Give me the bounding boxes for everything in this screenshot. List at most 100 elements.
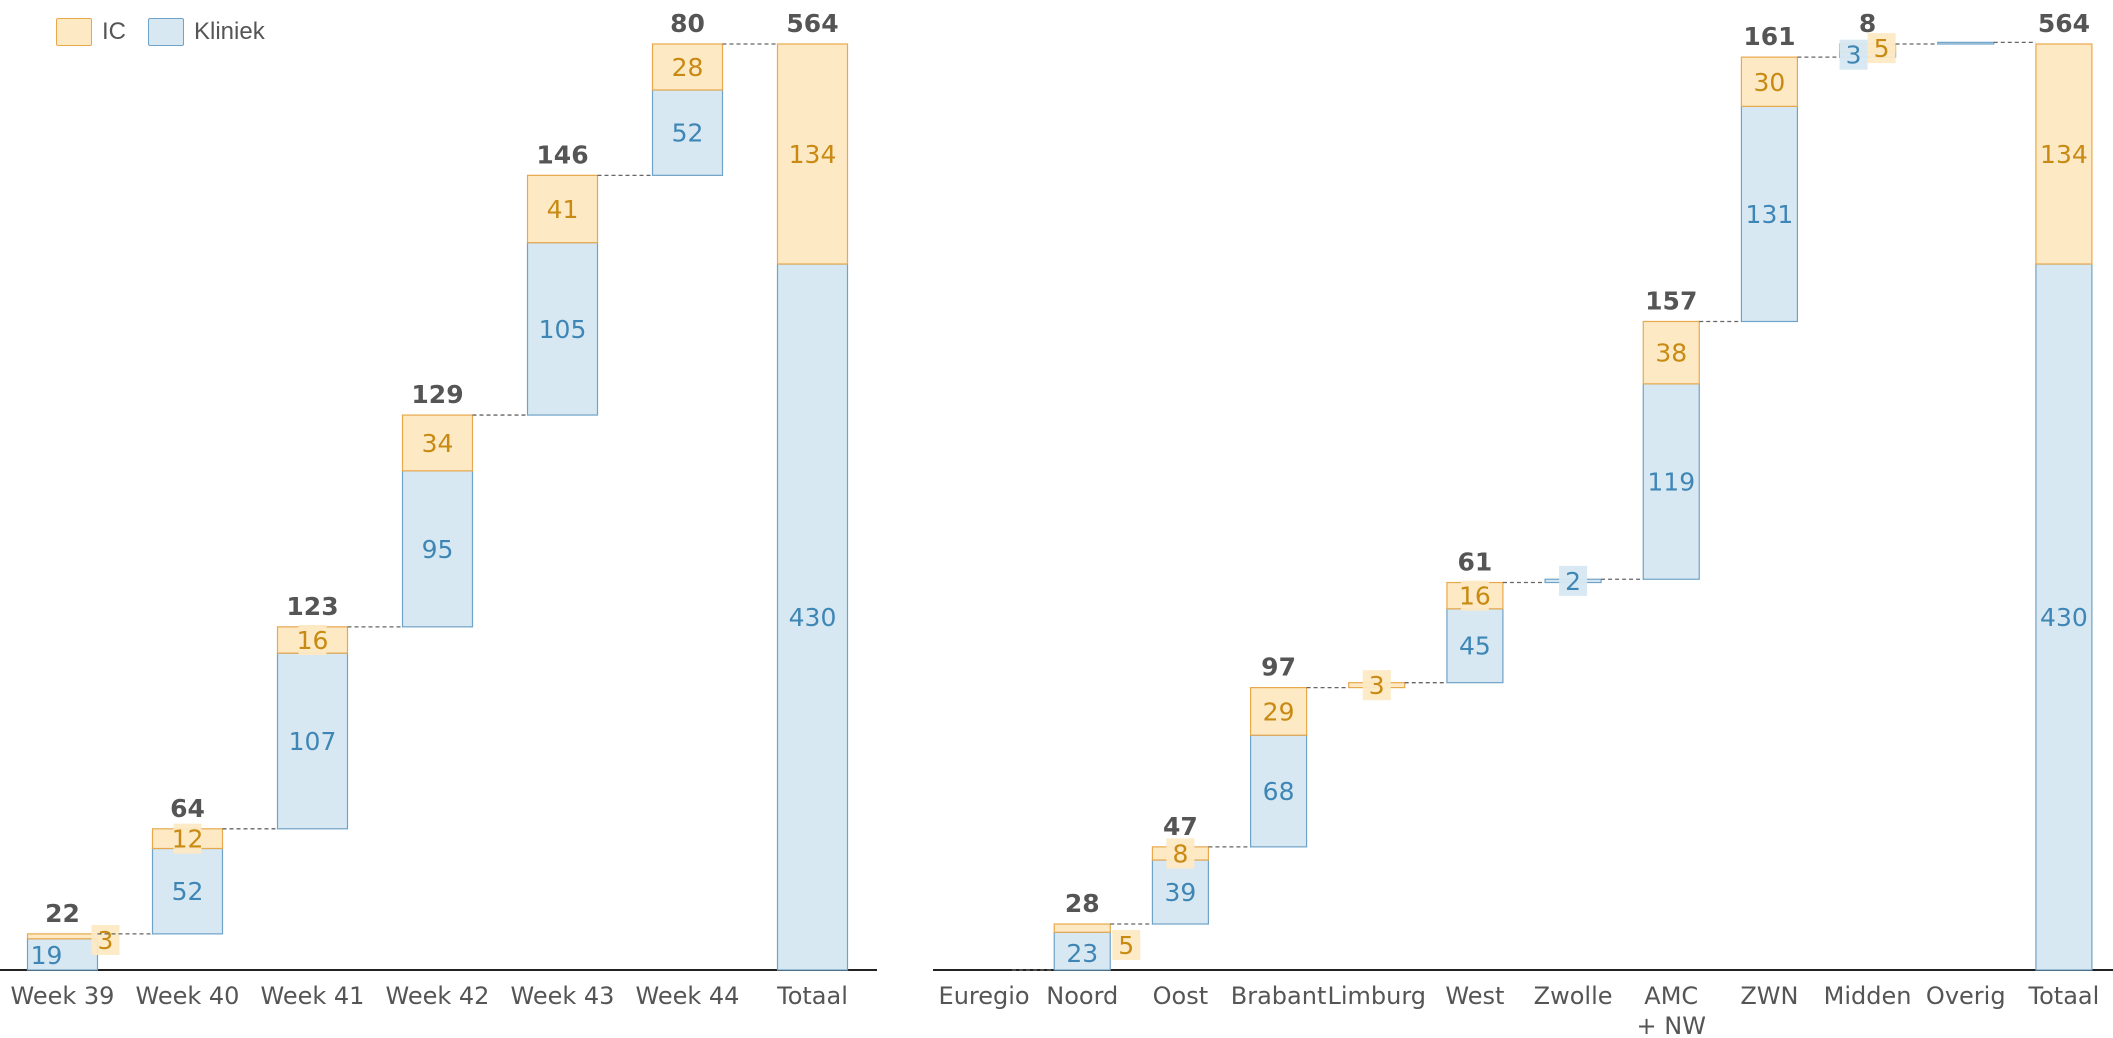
chart2-total-brabant: 97	[1261, 653, 1296, 682]
chart2-bar-kliniek-totaal	[2035, 263, 2093, 971]
legend: IC Kliniek	[56, 18, 275, 46]
chart2-total-midden: 8	[1859, 9, 1876, 38]
chart2-bar-kliniek-zwn	[1740, 105, 1799, 323]
chart2-category-zwn: ZWN	[1740, 982, 1798, 1010]
chart1-bar-ic-totaal	[776, 43, 849, 265]
chart2-category-amc-nw-line1: AMC	[1644, 982, 1698, 1010]
chart1-label-kliniek-week-43: 105	[539, 315, 587, 344]
chart1-badge-ic-week-40	[173, 823, 202, 854]
chart2-total-west: 61	[1458, 548, 1493, 577]
legend-swatch-ic	[56, 18, 92, 46]
chart2-badge-kliniek-zwolle	[1559, 565, 1588, 596]
chart1-total-week-39: 22	[45, 899, 80, 928]
chart1-label-kliniek-week-40: 52	[172, 877, 204, 906]
chart1-total-week-44: 80	[670, 9, 705, 38]
chart1-total-week-40: 64	[170, 794, 205, 823]
chart2-label-kliniek-totaal: 430	[2040, 603, 2088, 632]
chart2-label-kliniek-amc-nw: 119	[1647, 468, 1695, 497]
chart1-badge-ic-week-39	[91, 925, 120, 955]
chart2-label-ic-zwn: 30	[1754, 68, 1786, 97]
chart1-bar-kliniek-week-44	[651, 89, 724, 176]
chart2-category-west: West	[1445, 982, 1504, 1010]
chart2-label-kliniek-noord: 23	[1066, 939, 1098, 968]
chart2-category-midden: Midden	[1824, 982, 1912, 1010]
legend-swatch-kliniek	[148, 18, 184, 46]
chart2-label-ic-totaal: 134	[2040, 140, 2088, 169]
chart2-badge-ic-midden	[1867, 33, 1896, 64]
chart1-label-kliniek-week-39: 19	[31, 941, 63, 970]
chart1-total-week-41: 123	[286, 592, 338, 621]
chart1-badge-ic-week-41	[298, 624, 327, 655]
chart2-label-kliniek-brabant: 68	[1263, 777, 1295, 806]
chart2-total-totaal: 564	[2038, 9, 2090, 38]
chart1-bar-kliniek-week-42	[401, 470, 474, 628]
chart2-bar-ic-brabant	[1249, 687, 1308, 736]
chart2-category-limburg: Limburg	[1327, 982, 1426, 1010]
chart2-label-ic-west: 16	[1459, 582, 1491, 611]
legend-item-kliniek: Kliniek	[148, 18, 265, 46]
chart1-label-ic-week-40: 12	[172, 825, 204, 854]
chart1-label-ic-week-41: 16	[297, 626, 329, 655]
chart1-category-week-41: Week 41	[261, 982, 365, 1010]
chart2-bar-kliniek-oost	[1151, 859, 1210, 925]
chart1-label-ic-totaal: 134	[789, 140, 837, 169]
chart2-category-overig: Overig	[1926, 982, 2006, 1010]
chart2-label-ic-noord: 5	[1118, 931, 1134, 960]
chart1-label-kliniek-week-41: 107	[289, 727, 337, 756]
chart1-bar-kliniek-week-39	[26, 938, 99, 971]
chart2-total-amc-nw: 157	[1645, 286, 1697, 315]
chart1-label-ic-week-43: 41	[547, 195, 579, 224]
chart2-label-ic-amc-nw: 38	[1655, 339, 1687, 368]
legend-item-ic: IC	[56, 18, 126, 46]
chart1-total-week-43: 146	[536, 140, 588, 169]
legend-label-ic: IC	[102, 18, 126, 45]
chart2-category-zwolle: Zwolle	[1534, 982, 1613, 1010]
chart1-bar-ic-week-39	[26, 933, 99, 940]
chart1-category-week-40: Week 40	[136, 982, 240, 1010]
chart2-bar-kliniek-brabant	[1249, 734, 1308, 848]
chart2-bar-kliniek-overig	[1937, 41, 1995, 45]
chart1-bar-ic-week-44	[651, 43, 724, 91]
chart1-label-kliniek-week-42: 95	[422, 535, 454, 564]
chart2-total-noord: 28	[1065, 889, 1100, 918]
chart1-total-week-42: 129	[411, 380, 463, 409]
chart2-bar-ic-amc-nw	[1642, 320, 1700, 385]
chart1-category-week-42: Week 42	[386, 982, 490, 1010]
chart1-category-week-43: Week 43	[511, 982, 615, 1010]
chart2-label-kliniek-oost: 39	[1165, 878, 1197, 907]
chart1-label-kliniek-totaal: 430	[789, 603, 837, 632]
chart2-label-ic-brabant: 29	[1263, 697, 1295, 726]
chart1-bar-ic-week-43	[526, 174, 599, 244]
chart1-category-week-44: Week 44	[636, 982, 740, 1010]
chart2-total-zwn: 161	[1743, 22, 1795, 51]
chart2-label-ic-oost: 8	[1172, 839, 1188, 868]
chart1-bar-kliniek-week-41	[276, 652, 349, 830]
chart2-label-ic-midden: 5	[1874, 34, 1890, 63]
chart2-badge-kliniek-midden	[1839, 39, 1868, 70]
chart1-total-totaal: 564	[786, 9, 838, 38]
chart2-label-kliniek-midden: 3	[1846, 41, 1862, 70]
chart1-bar-ic-week-42	[401, 414, 474, 472]
chart1-bar-kliniek-week-40	[151, 847, 224, 935]
chart2-bar-kliniek-amc-nw	[1642, 383, 1700, 580]
chart2-category-amc-nw-line2: + NW	[1637, 1012, 1706, 1038]
chart1-label-ic-week-44: 28	[672, 53, 704, 82]
chart2-label-kliniek-west: 45	[1459, 632, 1491, 661]
chart2-badge-ic-oost	[1166, 838, 1195, 869]
chart1-label-ic-week-39: 3	[98, 926, 114, 955]
chart2-bar-kliniek-noord	[1053, 931, 1111, 971]
chart2-category-totaal: Totaal	[2028, 982, 2100, 1010]
chart2-total-oost: 47	[1163, 812, 1198, 841]
legend-label-kliniek: Kliniek	[194, 18, 265, 45]
chart2-bar-ic-zwn	[1740, 56, 1799, 107]
chart1-label-kliniek-week-44: 52	[672, 119, 704, 148]
chart1-bar-kliniek-week-43	[526, 242, 599, 416]
chart2-category-oost: Oost	[1153, 982, 1209, 1010]
chart2-label-ic-limburg: 3	[1369, 671, 1385, 700]
chart1-label-ic-week-42: 34	[422, 429, 454, 458]
chart2-badge-ic-west	[1460, 580, 1489, 611]
chart1-category-totaal: Totaal	[776, 982, 848, 1010]
chart2-label-kliniek-zwolle: 2	[1565, 567, 1581, 596]
chart2-category-noord: Noord	[1046, 982, 1118, 1010]
